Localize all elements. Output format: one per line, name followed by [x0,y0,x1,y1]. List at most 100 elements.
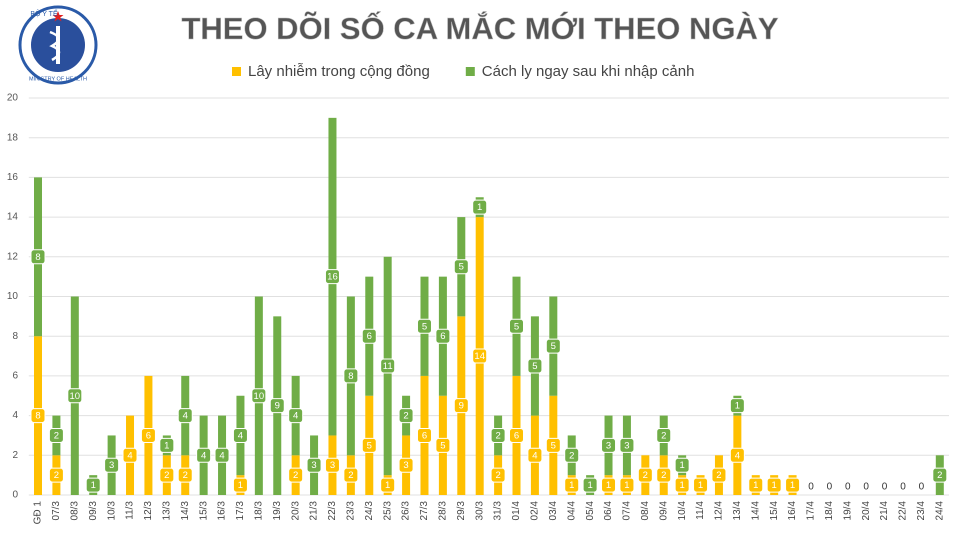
value-label: 8 [35,411,40,422]
value-label: 0 [882,482,888,493]
value-label: 1 [679,480,684,491]
logo-star [52,11,64,22]
x-tick-label: 09/3 [88,501,99,521]
x-tick-label: 16/3 [217,501,228,521]
value-label: 1 [477,202,482,213]
x-tick-label: 08/3 [69,501,80,521]
value-label: 6 [440,331,445,342]
value-label-box [67,388,83,404]
legend-label: Lây nhiễm trong cộng đồng [248,63,430,80]
value-label-box [30,249,46,265]
legend-swatch [232,67,241,76]
chart-title: THEO DÕI SỐ CA MẮC MỚI THEO NGÀY [181,10,778,46]
value-label-box [582,477,598,493]
value-label: 10 [70,391,81,402]
value-label-box [472,199,488,215]
x-tick-label: 27/3 [419,501,430,521]
value-label-box [343,368,359,384]
x-tick-label: 21/3 [309,501,320,521]
value-label-box [251,388,267,404]
value-label-box [545,437,561,453]
x-tick-label: 14/4 [750,501,761,521]
value-label: 4 [238,430,243,441]
value-label: 14 [474,351,485,362]
value-label: 2 [716,470,721,481]
value-label-box [398,408,414,424]
value-label: 1 [385,480,390,491]
x-tick-label: 02/4 [530,501,541,521]
value-label-box [343,467,359,483]
x-tick-label: 22/4 [898,501,909,521]
x-tick-label: 24/4 [934,501,945,521]
value-label-box [324,457,340,473]
value-label-box [656,467,672,483]
value-label-box [490,427,506,443]
value-label-box [306,457,322,473]
value-label-box [177,408,193,424]
x-tick-label: 25/3 [382,501,393,521]
value-label: 5 [551,440,556,451]
value-label-box [472,348,488,364]
x-tick-label: 24/3 [364,501,375,521]
value-label: 0 [827,482,833,493]
value-label-box [674,457,690,473]
value-label: 4 [183,411,188,422]
x-tick-label: 12/3 [143,501,154,521]
x-tick-label: 28/3 [438,501,449,521]
value-label-box [490,467,506,483]
value-label-box [380,477,396,493]
value-label: 0 [863,482,869,493]
value-label: 5 [422,321,427,332]
value-label: 2 [54,470,59,481]
value-label: 4 [735,450,740,461]
value-label-box [527,447,543,463]
value-label: 5 [551,341,556,352]
y-tick-label: 4 [12,410,18,421]
x-tick-label: 07/3 [51,501,62,521]
value-label: 5 [514,321,519,332]
value-label: 1 [606,480,611,491]
value-label: 1 [164,440,169,451]
value-label: 9 [275,401,280,412]
value-label: 3 [624,440,629,451]
x-tick-label: 29/3 [456,501,467,521]
value-label: 4 [219,450,224,461]
value-label: 2 [495,470,500,481]
x-tick-label: 10/3 [106,501,117,521]
value-label-box [748,477,764,493]
logo: BỘ Y TẾ MINISTRY OF HEALTH [18,5,98,85]
value-label-box [619,477,635,493]
value-label-box [159,467,175,483]
value-label: 2 [643,470,648,481]
value-label: 2 [54,430,59,441]
value-label-box [932,467,948,483]
x-tick-label: 13/4 [732,501,743,521]
value-label-box [269,398,285,414]
value-label-box [159,437,175,453]
y-tick-label: 12 [7,251,19,262]
x-tick-label: 30/3 [474,501,485,521]
value-label: 9 [459,401,464,412]
value-label: 5 [367,440,372,451]
value-label: 8 [348,371,353,382]
x-tick-label: 21/4 [879,501,890,521]
value-label-box [601,437,617,453]
x-tick-label: 22/3 [327,501,338,521]
value-label-box [766,477,782,493]
x-tick-label: 23/4 [916,501,927,521]
value-label: 2 [495,430,500,441]
x-tick-label: 20/3 [290,501,301,521]
value-label: 4 [201,450,206,461]
value-label: 1 [772,480,777,491]
value-label: 2 [293,470,298,481]
x-tick-label: 26/3 [401,501,412,521]
x-tick-label: 18/4 [824,501,835,521]
value-label: 2 [569,450,574,461]
value-label: 5 [459,262,464,273]
value-label-box [545,338,561,354]
value-label: 1 [698,480,703,491]
value-label-box [637,467,653,483]
value-label: 2 [183,470,188,481]
value-label: 5 [440,440,445,451]
